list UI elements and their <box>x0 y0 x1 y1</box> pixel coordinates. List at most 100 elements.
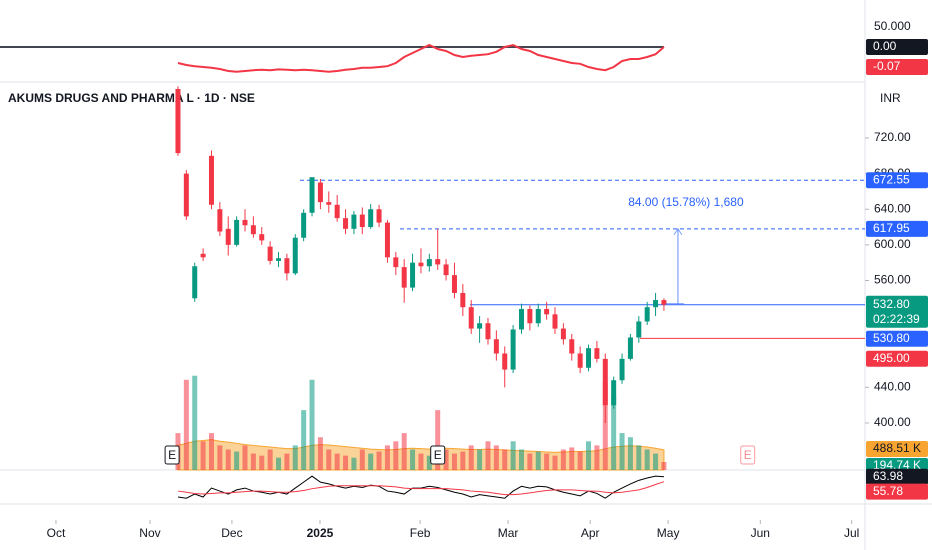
volume-bar <box>451 453 457 470</box>
osc-last-label: -0.07 <box>873 59 901 73</box>
volume-bar <box>317 437 323 470</box>
candle-body <box>418 262 424 267</box>
candle-body <box>200 253 206 258</box>
volume-bar <box>627 437 633 470</box>
candle-body <box>518 308 524 330</box>
volume-bar <box>560 449 566 470</box>
candle-body <box>611 380 617 406</box>
candle-body <box>250 225 256 235</box>
chart-title: AKUMS DRUGS AND PHARMA L · 1D · NSE <box>8 91 255 105</box>
candle-body <box>326 202 332 205</box>
volume-bar <box>426 455 432 470</box>
rsi-ma-label: 55.78 <box>873 484 903 498</box>
volume-bar <box>552 455 558 470</box>
volume-bar <box>485 441 491 470</box>
earnings-label: E <box>168 448 176 462</box>
candle-body <box>334 204 340 219</box>
volume-bar <box>401 433 407 470</box>
candle-body <box>485 323 491 340</box>
volume-bar <box>192 375 198 470</box>
candle-body <box>493 339 499 354</box>
candle-body <box>451 275 457 293</box>
candle-body <box>292 237 298 274</box>
earnings-label: E <box>434 448 442 462</box>
last-price-label: 532.80 <box>873 297 910 311</box>
earnings-label: E <box>744 448 752 462</box>
volume-bar <box>653 453 659 470</box>
candle-body <box>435 259 441 265</box>
candle-body <box>368 209 374 228</box>
volume-ma-label: 488.51 K <box>873 441 921 455</box>
volume-bar <box>611 396 617 470</box>
volume-bar <box>594 445 600 470</box>
candle-body <box>426 259 432 267</box>
osc-zero-label-box <box>866 39 928 55</box>
candle-body <box>636 321 642 338</box>
volume-bar <box>234 451 240 470</box>
rsi-line <box>177 475 664 499</box>
volume-bar <box>276 457 282 470</box>
candle-body <box>602 358 608 406</box>
candle-body <box>183 173 189 217</box>
candle-body <box>586 348 592 368</box>
candle-body <box>644 307 650 322</box>
x-tick-label: Mar <box>498 526 519 540</box>
x-tick-label: Dec <box>221 526 242 540</box>
x-tick-label: Jun <box>751 526 770 540</box>
candle-body <box>267 246 273 261</box>
volume-bar <box>183 379 189 470</box>
y-tick-label: 640.00 <box>874 201 911 215</box>
candle-body <box>192 266 198 299</box>
x-tick-label: Oct <box>47 526 66 540</box>
level-label-box <box>866 330 928 347</box>
volume-bar <box>284 453 290 470</box>
level-label: 672.55 <box>873 172 910 186</box>
volume-bar <box>208 433 214 470</box>
x-tick-label: 2025 <box>307 526 334 540</box>
osc-tick-label: 50.000 <box>874 19 911 33</box>
volume-bar <box>468 445 474 470</box>
rsi-label-box <box>866 468 928 485</box>
candle-body <box>217 209 223 232</box>
volume-bar <box>242 445 248 470</box>
candle-body <box>359 214 365 228</box>
candle-body <box>175 89 181 154</box>
volume-bar <box>493 445 499 470</box>
candle-body <box>653 300 659 308</box>
volume-bar <box>351 457 357 470</box>
candle-body <box>619 358 625 381</box>
osc-zero-label: 0.00 <box>873 39 897 53</box>
volume-bar <box>510 441 516 470</box>
volume-ma-label-box <box>866 441 928 457</box>
candle-body <box>510 329 516 370</box>
candle-body <box>309 177 315 213</box>
level-label-box <box>866 350 928 367</box>
measure-head <box>673 227 683 236</box>
x-tick-label: Jul <box>844 526 859 540</box>
earnings-box <box>164 445 180 465</box>
volume-bar <box>602 381 608 470</box>
volume-bar <box>359 449 365 470</box>
candle-body <box>535 308 541 324</box>
candle-body <box>544 308 550 315</box>
rsi-label: 63.98 <box>873 469 903 483</box>
volume-bar <box>259 455 265 470</box>
volume-bar <box>376 451 382 470</box>
volume-bar <box>200 441 206 470</box>
x-tick-label: Feb <box>410 526 431 540</box>
volume-bar <box>502 449 508 470</box>
y-tick-label: 720.00 <box>874 130 911 144</box>
measure-label: 84.00 (15.78%) 1,680 <box>628 195 744 209</box>
y-tick-label: 560.00 <box>874 273 911 287</box>
candle-body <box>477 323 483 329</box>
volume-bar <box>586 441 592 470</box>
volume-bar <box>569 447 575 470</box>
volume-bar <box>518 449 524 470</box>
volume-bar <box>577 451 583 470</box>
countdown: 02:22:39 <box>873 312 920 326</box>
volume-bar <box>292 445 298 470</box>
volume-bar <box>309 379 315 470</box>
candle-body <box>661 300 667 305</box>
